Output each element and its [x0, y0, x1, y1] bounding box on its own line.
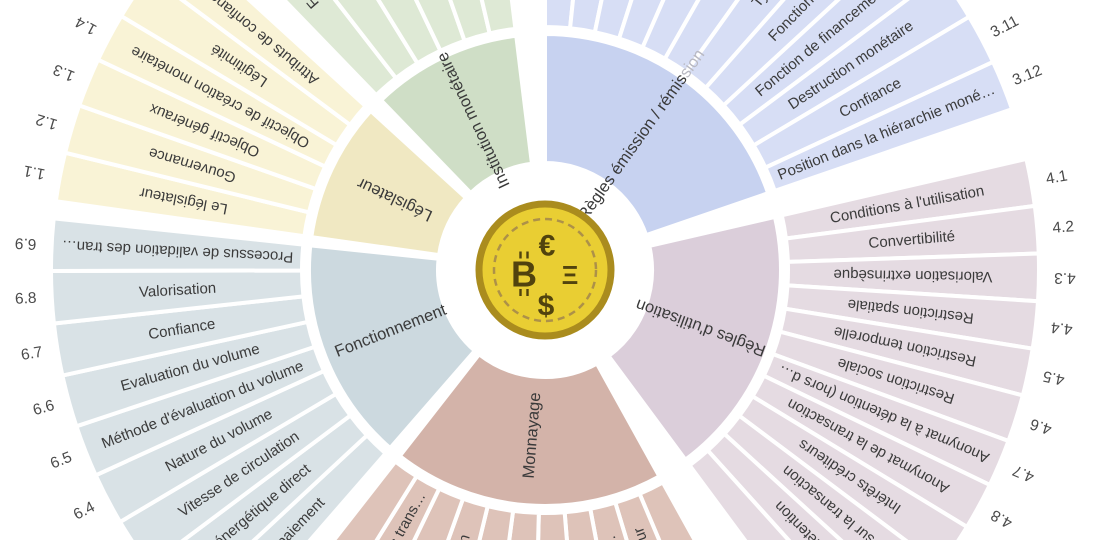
subcategory-label: s… — [482, 538, 503, 540]
coin-dashed-ring — [492, 217, 598, 323]
subcategory-label: b… — [602, 533, 624, 540]
bitcoin-symbol-ticks — [519, 251, 529, 296]
category-segment-3[interactable] — [543, 31, 771, 238]
segment-number: 6.8 — [15, 290, 37, 308]
segment-number: 4.7 — [1010, 461, 1036, 485]
subcategory-label: Valorisation extrinsèque — [833, 266, 992, 285]
subcategory-label: Valorisation — [139, 280, 217, 301]
segment-number: 6.4 — [71, 498, 98, 523]
segment-number: 3.11 — [988, 13, 1022, 42]
segment-number: 1.2 — [34, 110, 60, 132]
euro-symbol: € — [539, 230, 556, 263]
segment-number: 6.6 — [31, 397, 56, 419]
category-segment-6[interactable] — [307, 243, 478, 451]
coin-face[interactable] — [475, 200, 615, 340]
dollar-symbol: $ — [538, 290, 555, 323]
subcategory-label: on — [453, 533, 474, 540]
segment-number: 6.5 — [48, 449, 74, 473]
subcategory-label: For… — [285, 0, 322, 12]
segment-number: 1.3 — [51, 60, 77, 84]
subcategory-segment-4-12[interactable] — [686, 447, 876, 540]
segment-number: 4.8 — [988, 506, 1015, 531]
category-segment-2[interactable] — [378, 33, 535, 196]
segment-number: 1.1 — [22, 162, 46, 183]
subcategory-segment-5-11[interactable] — [241, 458, 420, 540]
segment-number: 6.7 — [20, 344, 44, 364]
segment-number: 6.9 — [14, 234, 36, 252]
subcategory-segment-1-6[interactable] — [149, 0, 369, 128]
ethereum-symbol: Ξ — [562, 260, 579, 290]
category-segment-1[interactable] — [309, 108, 469, 258]
coin-icon[interactable]: € B Ξ $ — [475, 200, 615, 340]
bitcoin-symbol: B — [511, 254, 537, 295]
segment-number: 4.1 — [1045, 167, 1069, 188]
segment-number: 4.2 — [1052, 218, 1075, 237]
segment-number: 1.4 — [72, 13, 99, 38]
subcategory-segment-2-6[interactable] — [432, 0, 518, 36]
segment-number: 4.4 — [1050, 318, 1074, 337]
subcategory-segment-3-12[interactable] — [762, 59, 1015, 194]
category-segment-4[interactable] — [605, 214, 783, 463]
subcategory-segment-6-9[interactable] — [49, 216, 306, 273]
segment-number: 4.3 — [1054, 269, 1076, 286]
category-segment-5[interactable] — [396, 351, 663, 508]
segment-number: 4.6 — [1028, 415, 1054, 438]
segment-number: 3.12 — [1010, 62, 1044, 89]
segment-number: 4.5 — [1041, 367, 1066, 388]
